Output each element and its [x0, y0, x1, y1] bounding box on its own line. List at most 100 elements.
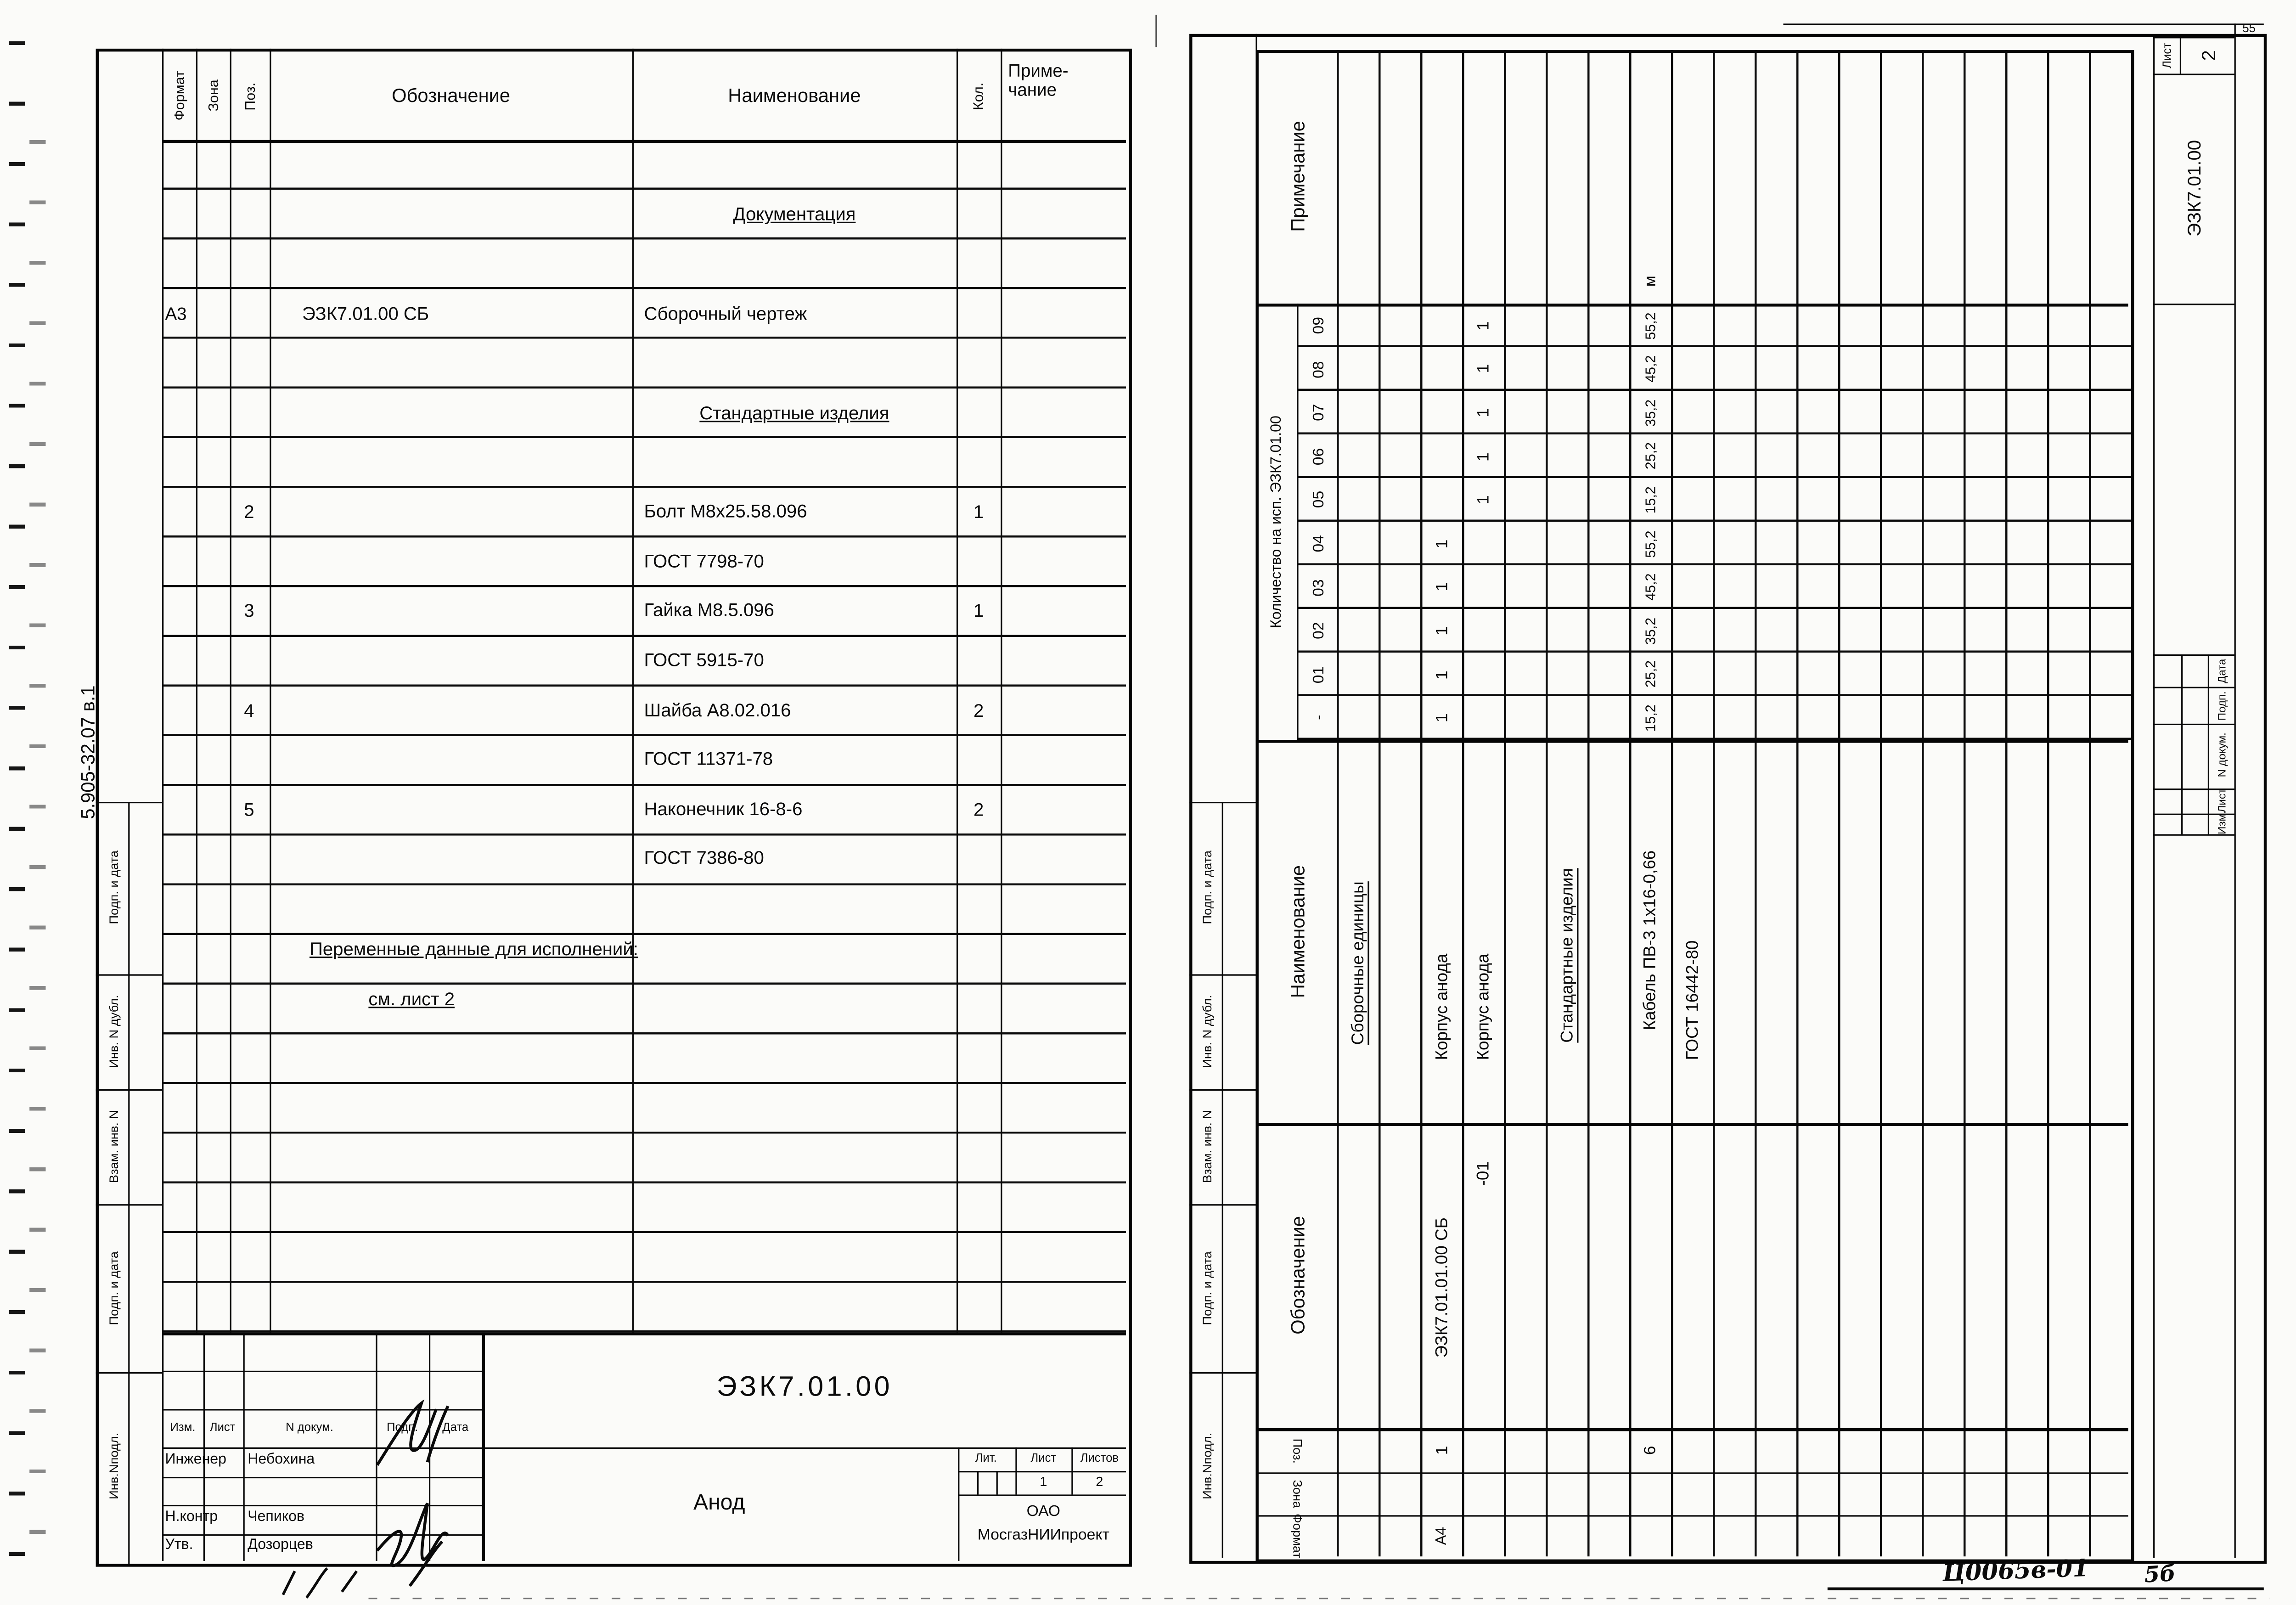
r-header-pos: Поз. — [1290, 1437, 1306, 1463]
tb-name-ncontr: Чепиков — [248, 1509, 305, 1526]
signature-engineer-icon — [376, 1399, 450, 1466]
info-row-data: Дата — [2214, 658, 2228, 683]
tb-role-utv: Утв. — [165, 1537, 193, 1554]
len-01: 25,2 — [1643, 660, 1660, 688]
qty-item2-09: 1 — [1475, 321, 1493, 330]
qty-item2-08: 1 — [1475, 364, 1493, 374]
margin-box-inv-dubl: Инв. N дубл. — [105, 995, 120, 1069]
row-name-gost7386: ГОСТ 7386-80 — [644, 847, 764, 868]
margin-box-vzam-inv: Взам. инв. N — [105, 1110, 120, 1183]
item2-designation: -01 — [1475, 1161, 1493, 1186]
tb-list-label: Лист — [1030, 1451, 1057, 1465]
info-row-list: Лист — [2214, 788, 2228, 812]
info-list-label: Лист — [2161, 42, 2174, 68]
item-group-assembly-units: Сборочные единицы — [1350, 880, 1368, 1044]
item-columns-grid — [1337, 50, 2130, 1557]
row-qty-bolt: 1 — [973, 501, 984, 523]
col-header-note: Приме- чание — [1008, 60, 1069, 100]
len-06: 25,2 — [1643, 442, 1660, 470]
len-07: 35,2 — [1643, 399, 1660, 427]
col-header-pos: Поз. — [242, 82, 259, 110]
info-row-podp: Подп. — [2214, 690, 2228, 720]
tb-listov-label: Листов — [1080, 1451, 1119, 1465]
len-09: 55,2 — [1643, 311, 1660, 339]
len-03: 45,2 — [1643, 573, 1660, 601]
execution-03: 03 — [1309, 578, 1328, 596]
tb-doc-number: ЭЗК7.01.00 — [716, 1372, 893, 1403]
item-cable-name: Кабель ПВ-3 1х16-0,66 — [1642, 850, 1660, 1031]
col-header-format: Формат — [171, 71, 188, 121]
spec-rows-grid — [162, 140, 1126, 1333]
row-name-gost7798: ГОСТ 7798-70 — [644, 551, 764, 572]
binding-marks — [9, 41, 25, 1574]
tb-lit-label: Лит. — [975, 1451, 997, 1465]
execution-09: 09 — [1309, 316, 1328, 334]
tb-listov-value: 2 — [1096, 1474, 1103, 1489]
row-name-gaika: Гайка М8.5.096 — [644, 600, 774, 621]
item-korpus-anoda-1-name: Корпус анода — [1433, 953, 1452, 1060]
row-name-bolt: Болт М8х25.58.096 — [644, 501, 807, 522]
qty-item1-04: 1 — [1433, 539, 1452, 548]
handwritten-page: 5б — [2144, 1560, 2177, 1588]
qty-item1-base: 1 — [1433, 713, 1452, 723]
tb-label-data: Дата — [442, 1420, 469, 1434]
item-cable-gost: ГОСТ 16442-80 — [1684, 940, 1702, 1061]
section-documentation: Документация — [733, 204, 856, 225]
row-qty-nakonechnik: 2 — [973, 799, 984, 820]
tb-label-izm: Изм. — [170, 1420, 196, 1434]
row-qty-gaika: 1 — [973, 600, 984, 621]
tb-label-ndoc: N докум. — [286, 1420, 333, 1434]
r-margin-box-vzam-inv: Взам. инв. N — [1199, 1110, 1214, 1183]
row-name-gost11371: ГОСТ 11371-78 — [644, 749, 773, 770]
left-sheet-frame — [96, 48, 1132, 1567]
execution-base: - — [1309, 715, 1328, 721]
tb-name-utv: Дозорцев — [248, 1537, 313, 1554]
row-pos-3: 3 — [244, 600, 254, 621]
execution-08: 08 — [1309, 360, 1328, 378]
execution-05: 05 — [1309, 491, 1328, 509]
row-format-a3: А3 — [165, 304, 187, 325]
tb-company-line1: ОАО — [1026, 1503, 1061, 1521]
execution-01: 01 — [1309, 665, 1328, 683]
scan-edge-artifact — [368, 1598, 2270, 1599]
tb-company-line2: МосгазНИИпроект — [977, 1526, 1109, 1544]
r-margin-box-inv-dubl: Инв. N дубл. — [1199, 995, 1214, 1069]
tb-name-engineer: Небохина — [248, 1452, 315, 1468]
len-04: 55,2 — [1643, 529, 1660, 558]
section-standard: Стандартные изделия — [699, 403, 889, 424]
item-group-standard: Стандартные изделия — [1559, 867, 1577, 1042]
r-header-format: Формат — [1290, 1514, 1306, 1559]
r-margin-box-podp-data-1: Подп. и дата — [1199, 851, 1214, 925]
tb-list-value: 1 — [1040, 1474, 1047, 1489]
col-header-zone: Зона — [205, 80, 222, 112]
item3-note-unit: м — [1642, 276, 1660, 287]
col-header-qty: Кол. — [971, 82, 988, 110]
r-header-note: Примечание — [1286, 121, 1309, 232]
margin-box-podp-data-2: Подп. и дата — [105, 1251, 120, 1325]
execution-04: 04 — [1309, 535, 1328, 552]
item1-designation: ЭЗК7.01.01.00 СБ — [1433, 1218, 1452, 1358]
r-header-zone: Зона — [1290, 1479, 1306, 1508]
item1-format: А4 — [1434, 1527, 1451, 1546]
r-header-designation: Обозначение — [1286, 1216, 1309, 1335]
item-korpus-anoda-2-name: Корпус анода — [1475, 953, 1493, 1060]
info-row-izm: Изм. — [2214, 811, 2228, 835]
row-name-nakonechnik: Наконечник 16-8-6 — [644, 799, 803, 820]
execution-07: 07 — [1309, 404, 1328, 422]
col-header-designation: Обозначение — [392, 84, 511, 107]
r-margin-box-inv-podl: Инв.Nподл. — [1199, 1433, 1214, 1500]
info-row-ndoc: N докум. — [2214, 733, 2228, 778]
row-pos-5: 5 — [244, 799, 254, 820]
row-designation-sb: ЭЗК7.01.00 СБ — [302, 304, 429, 325]
left-side-designation-text: 5.905-32.07 в.1 — [76, 685, 98, 819]
item1-pos: 1 — [1433, 1446, 1452, 1455]
len-02: 35,2 — [1643, 617, 1660, 645]
tb-role-engineer: Инженер — [165, 1452, 227, 1468]
signature-utv-icon — [281, 1567, 358, 1599]
execution-02: 02 — [1309, 622, 1328, 640]
len-base: 15,2 — [1643, 704, 1660, 732]
info-list-value: 2 — [2196, 50, 2219, 61]
executions-rows-grid — [1297, 304, 2131, 740]
col-header-name: Наименование — [728, 84, 861, 107]
